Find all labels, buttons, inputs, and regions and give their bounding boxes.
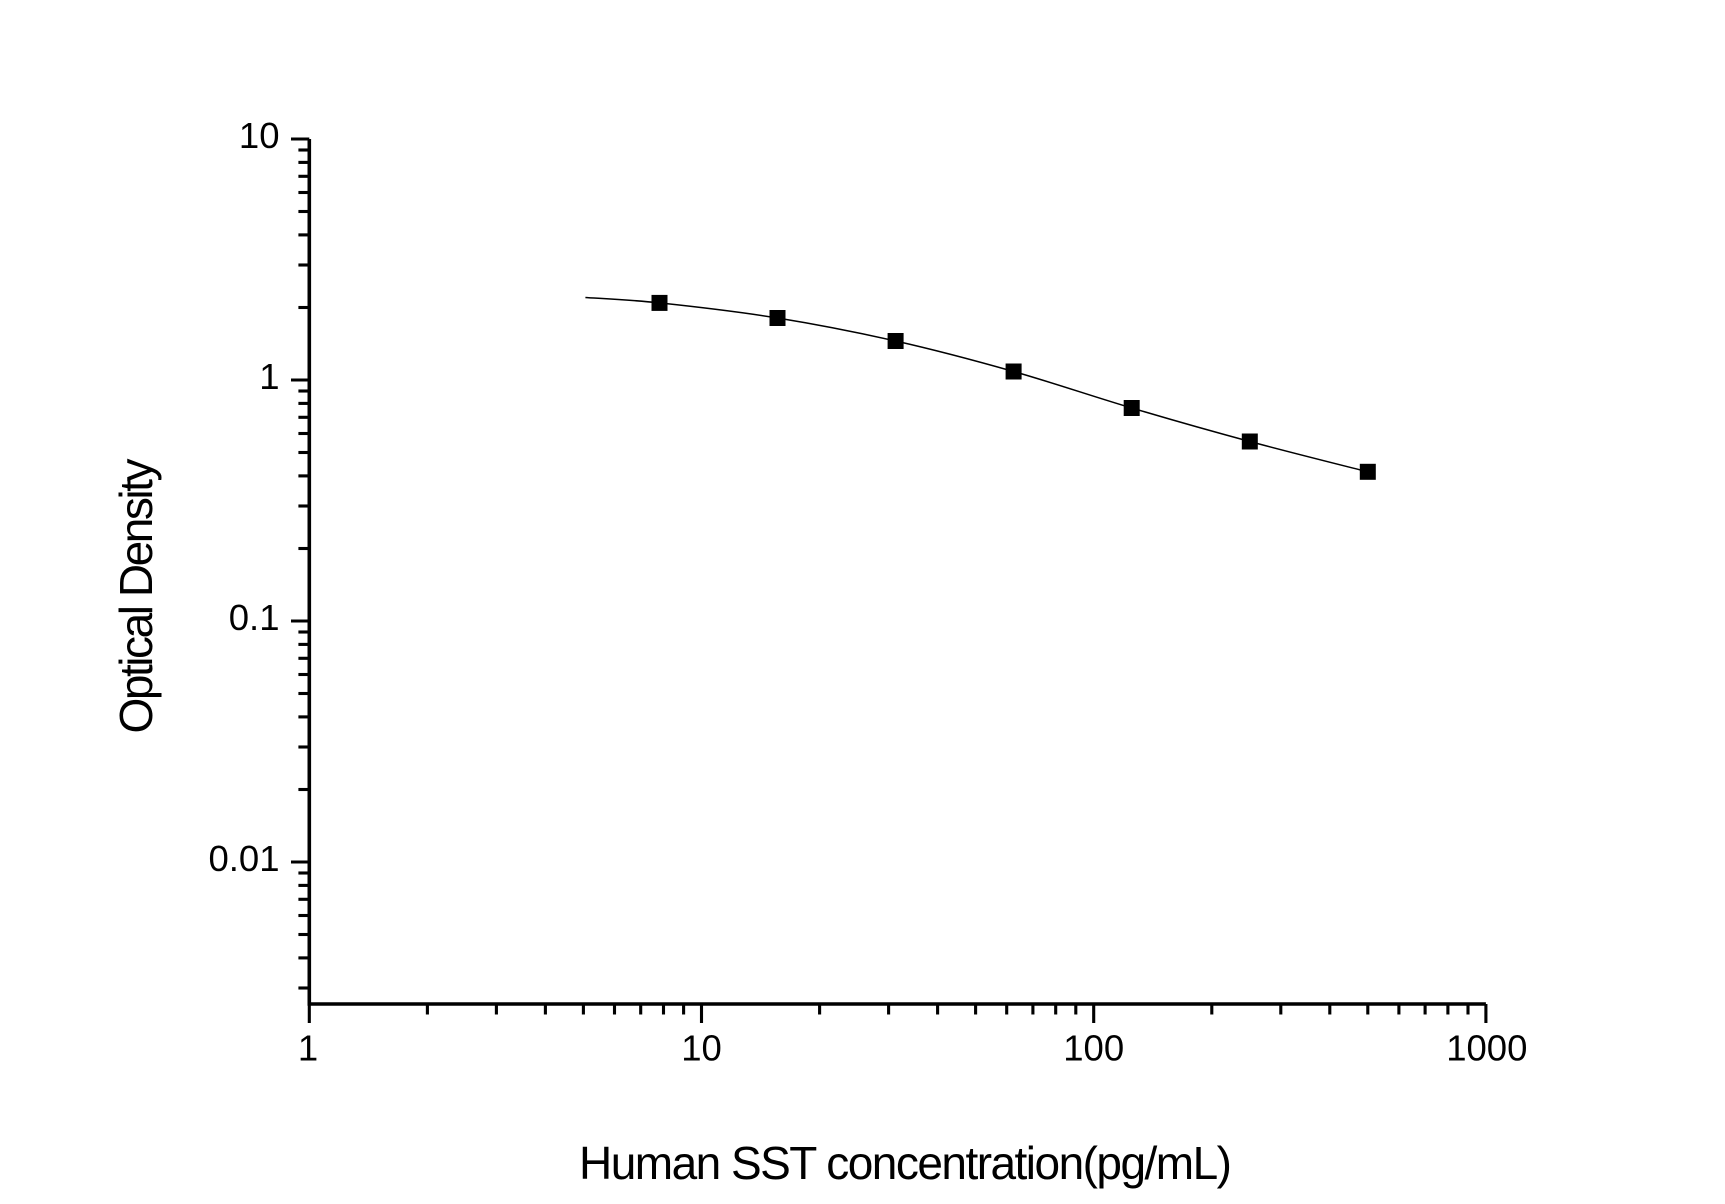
- svg-text:10: 10: [239, 115, 280, 156]
- svg-text:0.1: 0.1: [229, 597, 280, 638]
- svg-text:Optical Density: Optical Density: [110, 459, 162, 734]
- svg-text:Human SST concentration(pg/mL): Human SST concentration(pg/mL): [579, 1137, 1232, 1189]
- svg-text:10: 10: [681, 1028, 722, 1069]
- svg-text:1: 1: [259, 356, 279, 397]
- svg-text:100: 100: [1063, 1028, 1124, 1069]
- svg-text:1: 1: [298, 1028, 318, 1069]
- svg-text:0.01: 0.01: [208, 838, 279, 879]
- svg-text:1000: 1000: [1446, 1028, 1527, 1069]
